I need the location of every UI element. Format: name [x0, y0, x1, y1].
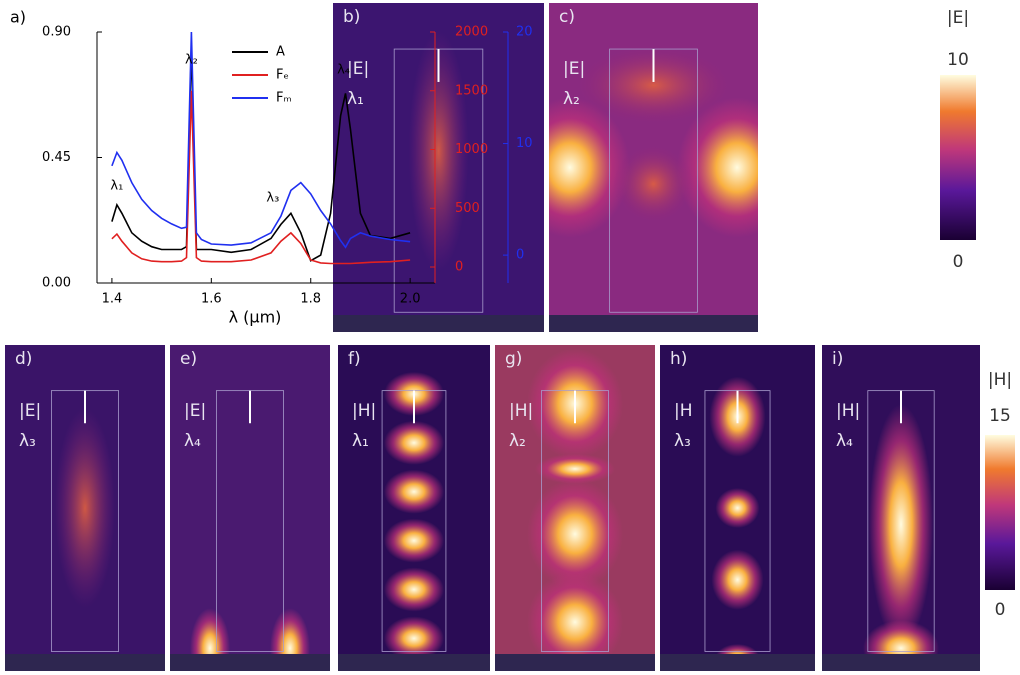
x-tick-label: 1.6 — [201, 292, 222, 307]
field-map: c) |E| λ₂ — [549, 3, 758, 332]
colorbar — [940, 75, 976, 240]
hotspot — [384, 567, 444, 612]
hotspot — [573, 45, 734, 126]
hotspot — [711, 549, 764, 610]
field-label: |H — [674, 401, 693, 421]
hotspot — [384, 420, 444, 465]
panel-label: b) — [343, 7, 360, 27]
map-body — [660, 345, 815, 671]
wavelength-label: λ₂ — [509, 431, 526, 451]
y-tick-label: 0.00 — [42, 276, 71, 291]
hotspot — [384, 469, 444, 514]
hotspot — [527, 479, 623, 590]
hotspot — [613, 143, 694, 224]
y-tick-label: 0.90 — [42, 25, 71, 40]
y2-tick-label: 1500 — [455, 83, 488, 98]
panel-label: i) — [832, 349, 843, 369]
panel-label: g) — [505, 349, 522, 369]
series-line — [111, 31, 411, 249]
map-body — [338, 345, 490, 671]
hotspot — [55, 408, 115, 608]
hotspot — [535, 453, 615, 484]
wavelength-label: λ₁ — [347, 89, 364, 109]
field-label: |E| — [184, 401, 206, 421]
annotation: λ₂ — [185, 53, 198, 68]
field-label: |H| — [352, 401, 376, 421]
field-label: |H| — [836, 401, 860, 421]
series-line — [111, 90, 411, 265]
hotspot — [869, 404, 933, 645]
map-body — [549, 3, 758, 332]
field-map: h) |H λ₃ — [660, 345, 815, 671]
substrate — [549, 315, 758, 332]
y2-tick-label: 2000 — [455, 25, 488, 40]
annotation: λ₁ — [110, 179, 123, 194]
y3-tick-label: 0 — [516, 248, 524, 263]
x-tick-label: 2.0 — [400, 292, 421, 307]
y2-tick-label: 500 — [455, 201, 480, 216]
field-label: |E| — [563, 59, 585, 79]
field-map: b) |E| λ₁ — [333, 3, 544, 332]
wavelength-label: λ₃ — [674, 431, 691, 451]
wavelength-label: λ₄ — [184, 431, 201, 451]
series-line — [111, 45, 411, 262]
colorbar — [985, 435, 1015, 590]
field-map: f) |H| λ₁ — [338, 345, 490, 671]
y3-tick-label: 10 — [516, 136, 533, 151]
colorbar-title: |H| — [988, 370, 1012, 390]
hotspot — [715, 488, 760, 528]
substrate — [333, 315, 544, 332]
hotspot — [527, 572, 623, 671]
wavelength-label: λ₂ — [563, 89, 580, 109]
substrate — [822, 654, 980, 671]
hotspot — [408, 31, 469, 272]
hotspot — [384, 616, 444, 661]
field-label: |E| — [19, 401, 41, 421]
colorbar-min: 0 — [953, 252, 964, 272]
field-map: e) |E| λ₄ — [170, 345, 330, 671]
map-body — [5, 345, 165, 671]
wavelength-label: λ₄ — [836, 431, 853, 451]
wavelength-label: λ₃ — [19, 431, 36, 451]
legend-label: Fₘ — [276, 91, 292, 106]
colorbar-max: 10 — [947, 50, 969, 70]
legend-label: Fₑ — [276, 68, 289, 83]
map-body — [333, 3, 544, 332]
panel-label: f) — [348, 349, 361, 369]
y2-tick-label: 0 — [455, 260, 463, 275]
field-map: d) |E| λ₃ — [5, 345, 165, 671]
substrate — [495, 654, 655, 671]
colorbar-min: 0 — [995, 600, 1006, 620]
wavelength-label: λ₁ — [352, 431, 369, 451]
annotation: λ₄ — [337, 63, 350, 78]
colorbar-title: |E| — [947, 8, 969, 28]
map-body — [495, 345, 655, 671]
substrate — [338, 654, 490, 671]
field-label: |E| — [347, 59, 369, 79]
panel-label: d) — [15, 349, 32, 369]
field-map: i) |H| λ₄ — [822, 345, 980, 671]
substrate — [660, 654, 815, 671]
y-tick-label: 0.45 — [42, 150, 71, 165]
substrate — [170, 654, 330, 671]
map-body — [822, 345, 980, 671]
panel-label: a) — [10, 8, 26, 27]
panel-label: c) — [559, 7, 575, 27]
hotspot — [384, 518, 444, 563]
colorbar-max: 15 — [989, 406, 1011, 426]
legend-label: A — [276, 45, 285, 60]
x-axis-title: λ (μm) — [229, 308, 282, 327]
panel-label: h) — [670, 349, 687, 369]
substrate — [5, 654, 165, 671]
y2-tick-label: 1000 — [455, 142, 488, 157]
x-tick-label: 1.4 — [102, 292, 123, 307]
y3-tick-label: 20 — [516, 25, 533, 40]
panel-label: e) — [180, 349, 197, 369]
annotation: λ₃ — [266, 191, 279, 206]
field-map: g) |H| λ₂ — [495, 345, 655, 671]
x-tick-label: 1.8 — [300, 292, 321, 307]
map-body — [170, 345, 330, 671]
field-label: |H| — [509, 401, 533, 421]
